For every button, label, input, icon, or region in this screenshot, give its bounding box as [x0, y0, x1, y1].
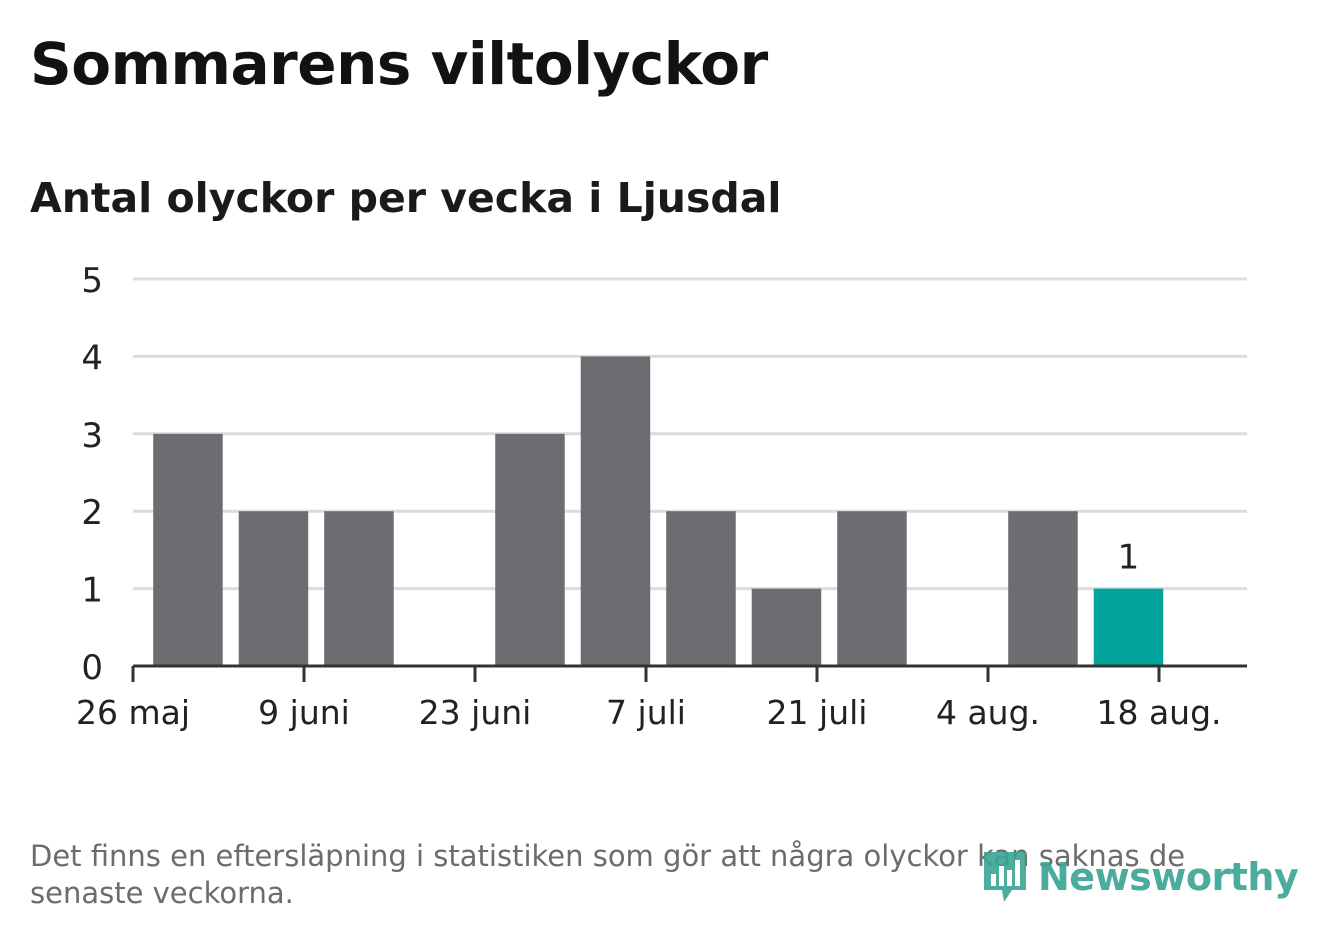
y-tick-label: 3 — [81, 416, 103, 456]
bar — [1093, 588, 1164, 666]
x-tick-label: 9 juni — [258, 693, 350, 732]
bar — [153, 433, 223, 666]
y-tick-label: 2 — [81, 493, 103, 533]
data-label: 1 — [1118, 538, 1140, 578]
bars — [153, 356, 1164, 666]
bar — [324, 511, 394, 666]
x-tick-label: 26 maj — [76, 693, 190, 732]
x-tick-label: 7 juli — [606, 693, 686, 732]
newsworthy-logo: Newsworthy — [980, 846, 1299, 908]
x-tick-label: 4 aug. — [936, 693, 1040, 732]
x-tick-label: 21 juli — [767, 693, 868, 732]
x-axis — [131, 664, 1247, 682]
bar — [495, 433, 565, 666]
axis-labels: 0 1 2 3 4 5 1 26 maj 9 juni 23 juni 7 juli 21 juli 4… — [76, 261, 1222, 732]
bar — [580, 356, 651, 666]
bar-chart: 0 1 2 3 4 5 1 26 maj 9 juni 23 juni 7 juli 21 juli 4… — [76, 261, 1247, 732]
bar — [837, 511, 907, 666]
chart-subtitle: Antal olyckor per vecka i Ljusdal — [30, 174, 782, 222]
bar — [751, 588, 822, 666]
newsworthy-logo-text: Newsworthy — [1038, 855, 1299, 899]
x-tick-label: 18 aug. — [1096, 693, 1221, 732]
y-tick-label: 0 — [81, 648, 103, 688]
bar — [1008, 511, 1078, 666]
bar — [238, 511, 309, 666]
x-tick-label: 23 juni — [419, 693, 532, 732]
y-tick-label: 1 — [81, 571, 103, 611]
y-tick-label: 5 — [81, 261, 103, 301]
newsworthy-logo-icon — [984, 852, 1026, 902]
y-tick-label: 4 — [81, 338, 103, 378]
bar — [666, 511, 736, 666]
chart-title: Sommarens viltolyckor — [30, 30, 768, 98]
